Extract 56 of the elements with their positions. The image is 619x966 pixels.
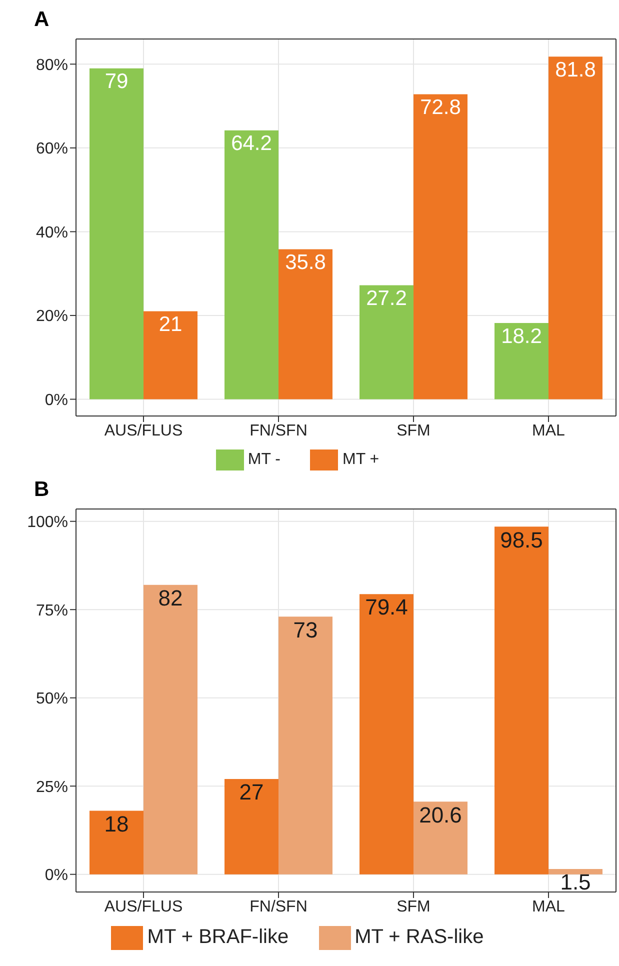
x-tick-label: SFM [396, 898, 430, 916]
legend-label: MT + RAS-like [354, 926, 484, 948]
data-label: 72.8 [420, 96, 461, 120]
y-tick-label: 60% [36, 140, 68, 158]
bar [144, 584, 198, 874]
data-label: 35.8 [285, 251, 326, 274]
legend-label: MT + BRAF-like [147, 926, 289, 948]
bar [90, 810, 144, 874]
x-tick-label: FN/SFN [250, 898, 308, 916]
bar [278, 616, 332, 874]
y-tick-label: 100% [27, 514, 68, 532]
bar [414, 94, 468, 400]
data-label: 81.8 [555, 58, 596, 82]
y-tick-label: 0% [44, 392, 68, 409]
data-label: 27.2 [366, 287, 407, 310]
y-tick-label: 75% [36, 602, 68, 620]
bar [278, 249, 332, 400]
bar [548, 869, 602, 874]
bar [224, 130, 278, 400]
data-label: 98.5 [500, 527, 543, 552]
legend-label: MT - [248, 451, 280, 468]
x-tick-label: AUS/FLUS [104, 422, 183, 440]
x-tick-label: MAL [532, 898, 566, 916]
x-tick-label: AUS/FLUS [104, 898, 183, 916]
y-tick-label: 20% [36, 308, 68, 326]
data-label: 79 [104, 70, 128, 94]
data-label: 1.5 [560, 870, 591, 895]
bar [224, 779, 278, 874]
bar [360, 285, 414, 400]
bar [548, 56, 602, 400]
x-tick-label: MAL [532, 422, 566, 440]
chart-title: A [34, 8, 50, 32]
y-tick-label: 25% [36, 778, 68, 796]
bar [494, 323, 548, 400]
data-label: 73 [293, 617, 318, 642]
x-tick-label: FN/SFN [250, 422, 308, 440]
x-tick-label: SFM [396, 422, 430, 440]
data-label: 64.2 [231, 132, 272, 156]
data-label: 18.2 [501, 324, 542, 348]
bar [414, 802, 468, 874]
data-label: 21 [158, 313, 182, 336]
bar [360, 594, 414, 874]
data-label: 79.4 [365, 594, 408, 620]
y-tick-label: 50% [36, 690, 68, 708]
data-label: 18 [104, 811, 129, 836]
y-tick-label: 0% [44, 867, 68, 884]
data-label: 82 [158, 586, 183, 611]
data-label: 20.6 [419, 802, 462, 828]
bar [144, 311, 198, 400]
bar [90, 68, 144, 400]
y-tick-label: 80% [36, 56, 68, 74]
legend-label: MT + [342, 451, 380, 468]
y-tick-label: 40% [36, 224, 68, 242]
bar [494, 526, 548, 874]
data-label: 27 [239, 780, 264, 805]
chart-title: B [34, 478, 50, 502]
